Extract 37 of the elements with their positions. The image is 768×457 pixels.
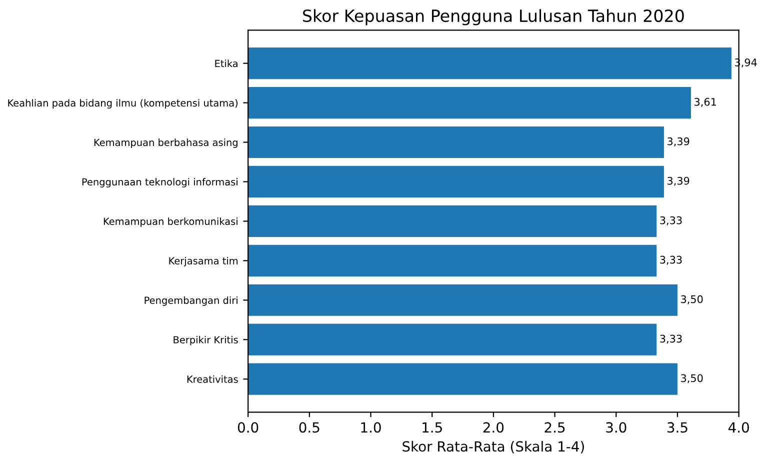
bar: [248, 86, 691, 119]
data-label: 3,50: [681, 374, 703, 384]
bar: [248, 363, 678, 395]
bar: [248, 244, 657, 276]
chart-title: Skor Kepuasan Pengguna Lulusan Tahun 2020: [303, 9, 684, 26]
x-tick-label: 2.0: [483, 422, 504, 433]
y-tick-label: Keahlian pada bidang ilmu (kompetensi utama): [8, 99, 238, 108]
data-label: 3,33: [660, 334, 682, 344]
data-label: 3,39: [668, 137, 690, 146]
x-tick-label: 1.0: [361, 422, 381, 433]
y-tick-label: Kemampuan berbahasa asing: [94, 138, 238, 148]
y-tick-label: Berpikir Kritis: [174, 336, 238, 346]
y-tick-label: Kreativitas: [187, 375, 238, 383]
x-tick-label: 2.5: [544, 422, 565, 433]
x-tick-label: 1.5: [422, 422, 442, 433]
bar: [248, 166, 664, 198]
y-tick-label: Penggunaan teknologi informasi: [82, 178, 238, 188]
x-tick-label: 4.0: [728, 422, 749, 433]
data-label: 3,33: [660, 216, 682, 226]
y-tick-label: Pengembangan diri: [144, 296, 238, 306]
y-tick-label: Kemampuan berkomunikasi: [104, 217, 238, 227]
y-tick-label: Etika: [215, 60, 238, 68]
bar: [248, 48, 732, 80]
y-tick-label: Kerjasama tim: [169, 256, 238, 266]
data-label: 3,50: [681, 295, 703, 304]
data-label: 3,39: [668, 176, 690, 186]
bar: [248, 324, 657, 356]
x-tick-label: 0.5: [299, 422, 320, 433]
bar: [248, 205, 657, 237]
x-tick-label: 0.0: [238, 422, 258, 433]
data-label: 3,33: [660, 256, 682, 265]
x-tick-label: 3.5: [667, 422, 688, 433]
bar: [248, 284, 678, 316]
x-tick-label: 3.0: [606, 422, 626, 433]
bar: [248, 126, 664, 158]
data-label: 3,61: [694, 98, 716, 107]
x-axis-title: Skor Rata-Rata (Skala 1-4): [402, 440, 584, 454]
